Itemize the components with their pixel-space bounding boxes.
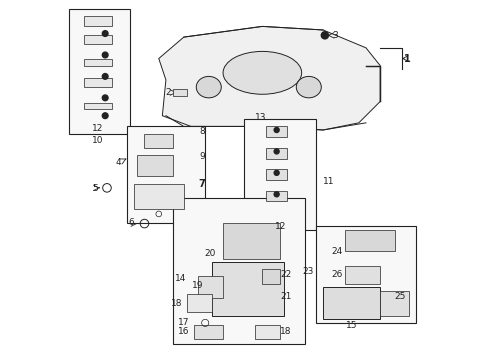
Text: 25: 25 bbox=[394, 292, 405, 301]
Text: 4: 4 bbox=[115, 158, 121, 167]
Bar bbox=[344, 230, 394, 251]
Text: 12: 12 bbox=[92, 124, 103, 133]
Text: 21: 21 bbox=[280, 292, 291, 301]
Bar bbox=[126, 126, 205, 223]
Bar bbox=[265, 148, 287, 158]
Text: 16: 16 bbox=[177, 327, 189, 336]
Circle shape bbox=[102, 113, 108, 118]
Bar bbox=[69, 9, 130, 134]
Text: 17: 17 bbox=[177, 318, 189, 327]
Ellipse shape bbox=[196, 76, 221, 98]
Bar bbox=[212, 262, 283, 316]
Bar bbox=[83, 103, 112, 109]
Bar bbox=[83, 16, 112, 26]
Text: 26: 26 bbox=[331, 270, 342, 279]
Bar bbox=[265, 191, 287, 202]
Bar bbox=[83, 59, 112, 66]
Bar bbox=[187, 294, 212, 312]
Bar bbox=[134, 184, 183, 208]
Text: 14: 14 bbox=[175, 274, 186, 283]
Circle shape bbox=[274, 127, 279, 132]
Circle shape bbox=[102, 31, 108, 36]
Text: 10: 10 bbox=[92, 136, 103, 145]
Bar bbox=[173, 89, 187, 96]
Text: 19: 19 bbox=[191, 281, 203, 290]
Ellipse shape bbox=[223, 51, 301, 94]
Bar bbox=[262, 269, 280, 284]
Bar bbox=[198, 276, 223, 298]
Bar bbox=[244, 119, 315, 230]
Bar bbox=[315, 226, 415, 323]
Text: 18: 18 bbox=[170, 299, 182, 308]
Text: 24: 24 bbox=[331, 247, 342, 256]
Bar bbox=[380, 291, 408, 316]
Bar bbox=[173, 198, 305, 344]
Text: 8: 8 bbox=[199, 127, 205, 136]
Text: 15: 15 bbox=[345, 321, 357, 330]
Circle shape bbox=[274, 192, 279, 197]
Text: 6: 6 bbox=[128, 219, 134, 228]
Text: 23: 23 bbox=[302, 267, 313, 276]
Bar bbox=[144, 134, 173, 148]
Text: 1: 1 bbox=[403, 54, 409, 64]
Text: 5: 5 bbox=[92, 184, 98, 193]
Circle shape bbox=[102, 95, 108, 101]
Bar bbox=[344, 266, 380, 284]
Text: 3: 3 bbox=[331, 31, 337, 40]
Text: 11: 11 bbox=[323, 177, 334, 186]
Circle shape bbox=[274, 149, 279, 154]
Ellipse shape bbox=[296, 76, 321, 98]
Bar bbox=[223, 223, 280, 258]
Bar bbox=[255, 325, 280, 339]
Text: 22: 22 bbox=[280, 270, 291, 279]
Bar bbox=[137, 155, 173, 176]
Bar bbox=[323, 287, 380, 319]
Circle shape bbox=[102, 73, 108, 79]
Text: 7: 7 bbox=[198, 179, 205, 189]
Bar bbox=[194, 325, 223, 339]
Circle shape bbox=[274, 170, 279, 175]
Text: 2: 2 bbox=[165, 88, 171, 97]
Text: 20: 20 bbox=[204, 249, 216, 258]
Bar bbox=[83, 78, 112, 87]
Bar bbox=[265, 126, 287, 137]
Bar bbox=[265, 169, 287, 180]
Text: 12: 12 bbox=[274, 222, 285, 231]
Text: 18: 18 bbox=[280, 327, 291, 336]
Bar bbox=[83, 35, 112, 44]
Text: 13: 13 bbox=[254, 113, 266, 122]
Circle shape bbox=[102, 52, 108, 58]
Text: 9: 9 bbox=[199, 152, 205, 161]
Circle shape bbox=[321, 32, 328, 39]
Polygon shape bbox=[159, 26, 380, 130]
